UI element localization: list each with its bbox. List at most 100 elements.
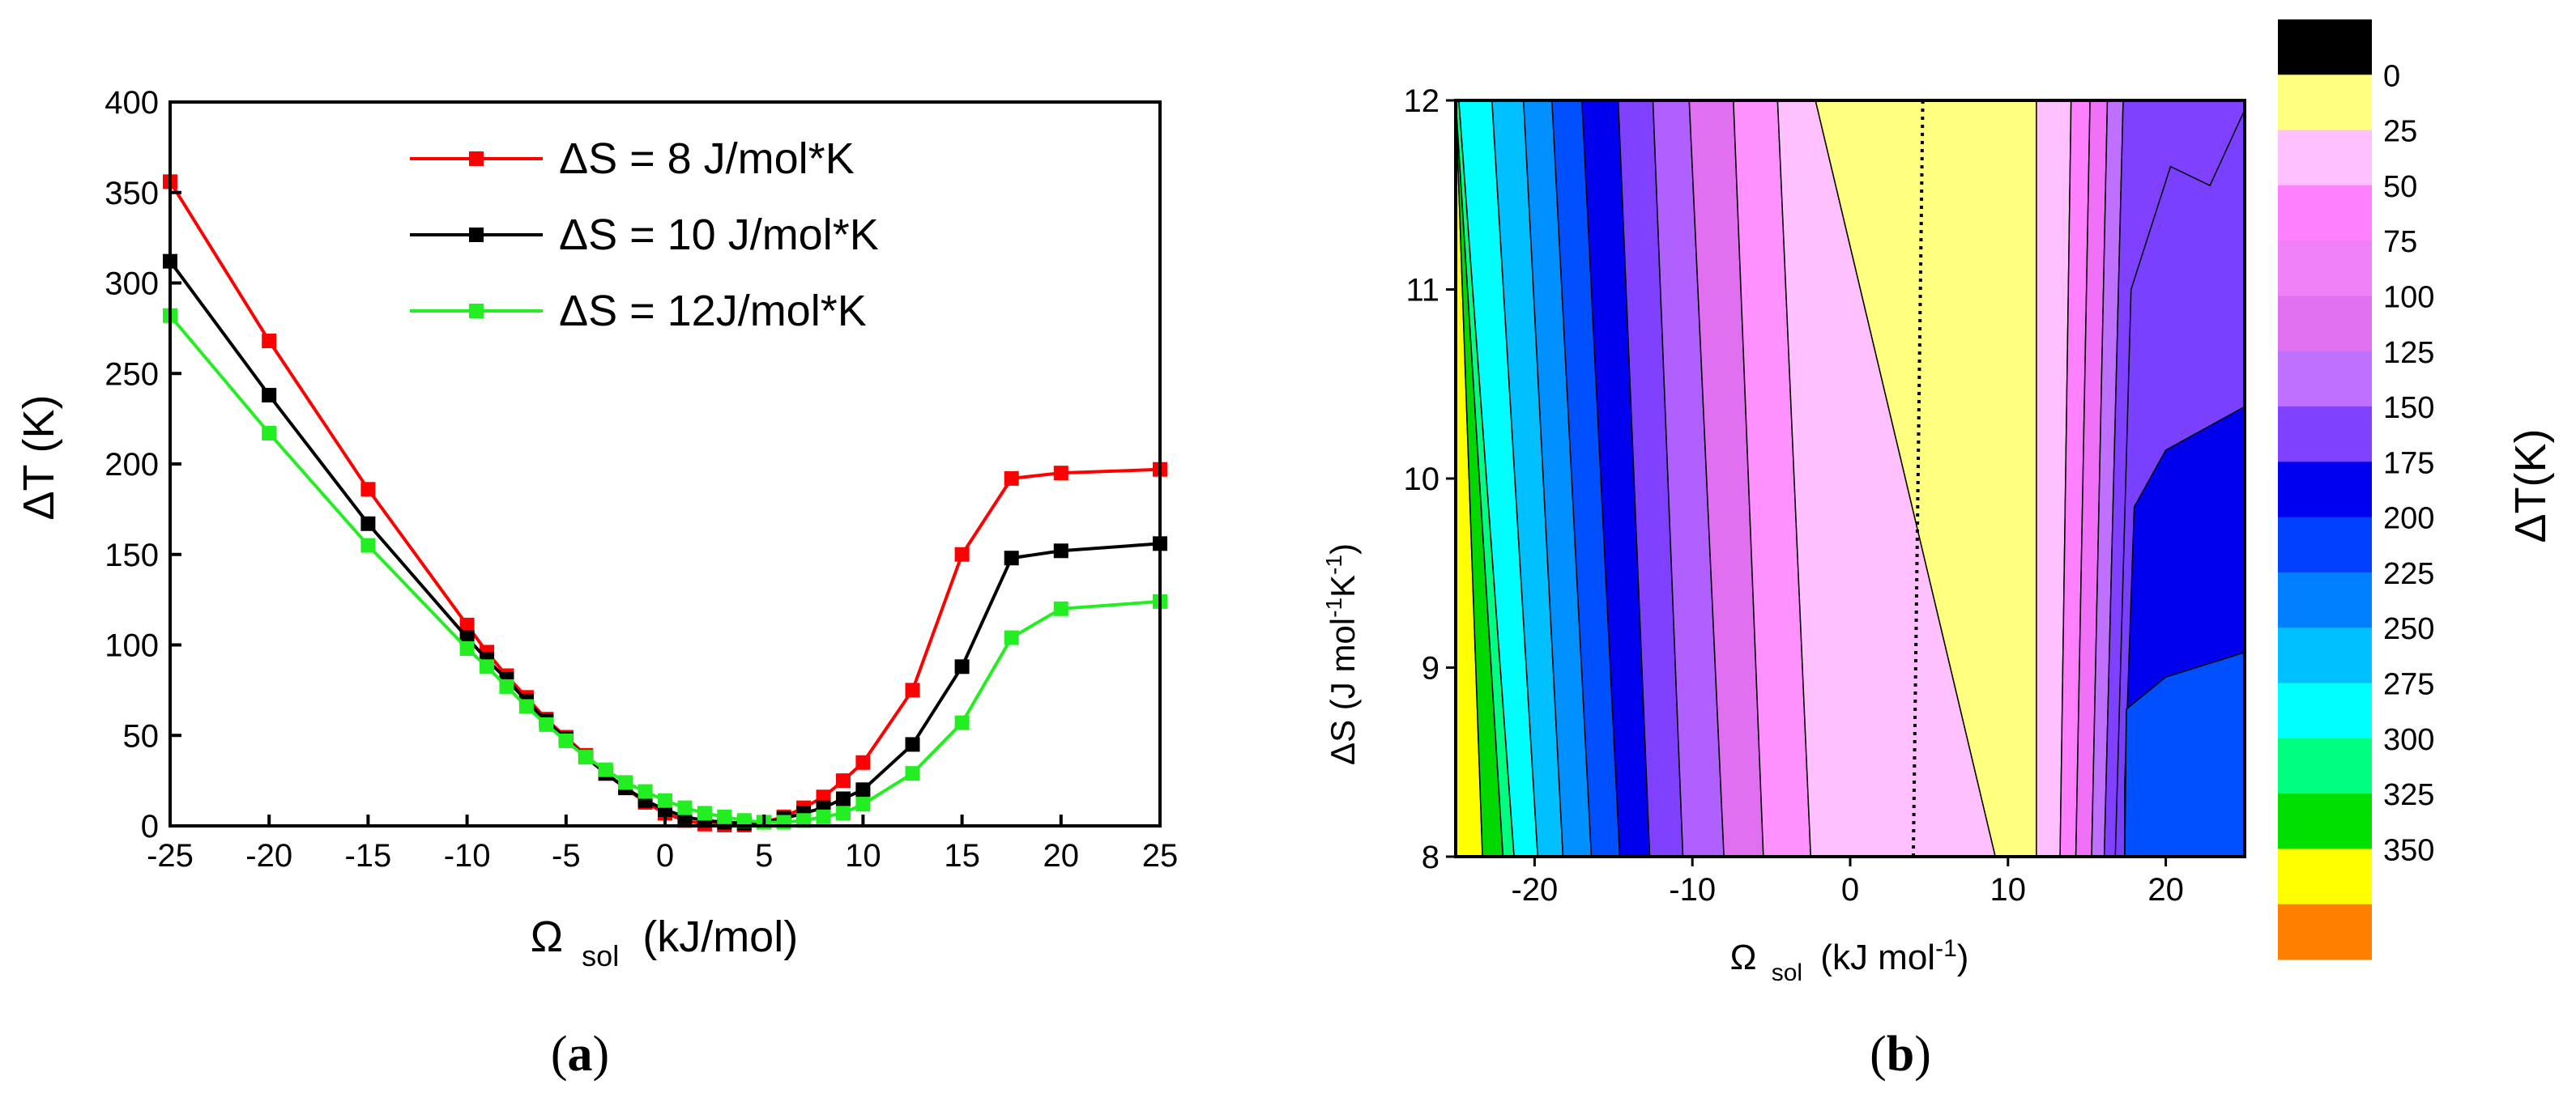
- panel-b-x-ticks: -20 -10 0 10 20: [1511, 857, 2184, 908]
- series-2-point: [855, 797, 871, 812]
- panel-b-x-label-sup: -1: [1935, 935, 1957, 962]
- legend-label-0: ΔS = 8 J/mol*K: [559, 134, 855, 183]
- x-tick-label: 25: [1142, 838, 1179, 874]
- colorbar-swatch-16: [2278, 904, 2372, 960]
- colorbar-swatch-15: [2278, 849, 2372, 905]
- legend-label-2: ΔS = 12J/mol*K: [559, 287, 867, 335]
- series-2-point: [262, 426, 277, 441]
- panel-b-x-label-omega: Ω: [1730, 938, 1757, 977]
- series-2-point: [518, 699, 534, 714]
- series-2-point: [638, 784, 653, 799]
- panel-a-caption: (a): [551, 1027, 609, 1082]
- colorbar-swatch-0: [2278, 19, 2372, 75]
- colorbar-label-4: 100: [2383, 280, 2434, 314]
- x-tick-label: -10: [444, 838, 491, 874]
- colorbar-swatch-12: [2278, 683, 2372, 739]
- series-2-point: [796, 813, 812, 828]
- panel-a-caption-letter: a: [568, 1027, 593, 1082]
- panel-b-caption: (b): [1870, 1027, 1931, 1082]
- series-1-point: [835, 791, 851, 806]
- panel-a-line-chart: -25 -20 -15 -10 -5 0 5 10 15 20 25 0 50 100 150 200 250…: [15, 85, 1178, 1082]
- series-1-point: [1004, 551, 1019, 566]
- panel-a-plot-frame: [168, 100, 1162, 828]
- colorbar-swatch-1: [2278, 74, 2372, 131]
- panel-a-legend: ΔS = 8 J/mol*K ΔS = 10 J/mol*K ΔS = 12J/mo…: [410, 134, 879, 335]
- x-tick-label: -20: [1511, 872, 1558, 908]
- series-1-point: [360, 516, 376, 531]
- series-2-point: [816, 809, 831, 824]
- panel-b-x-label-close: ): [1957, 938, 1969, 977]
- series-0-point: [835, 773, 851, 789]
- colorbar-swatch-7: [2278, 406, 2372, 462]
- panel-b-y-label-k: K: [1324, 575, 1362, 598]
- colorbar-label-9: 225: [2383, 557, 2434, 591]
- series-1-point: [262, 388, 277, 403]
- panel-b-colorbar-title: ΔT(K): [2506, 428, 2555, 542]
- x-tick-label: -10: [1669, 872, 1716, 908]
- colorbar-swatch-2: [2278, 130, 2372, 186]
- panel-a-y-axis-label: ΔT (K): [15, 394, 63, 520]
- x-tick-label: 15: [944, 838, 980, 874]
- panel-b-y-label-sup1: -1: [1321, 598, 1346, 618]
- y-tick-label: 100: [104, 628, 159, 664]
- x-tick-label: 0: [656, 838, 674, 874]
- panel-b-contour-regions: [1455, 100, 2245, 857]
- legend-marker-1: [469, 228, 484, 242]
- colorbar-swatch-8: [2278, 462, 2372, 518]
- panel-b-colorbar: 0 25 50 75 100 125 150 175 200 225 250 275 300 325 350: [2278, 19, 2434, 960]
- colorbar-label-13: 325: [2383, 778, 2434, 812]
- y-tick-label: 12: [1404, 83, 1440, 119]
- x-tick-label: -25: [147, 838, 194, 874]
- series-2-point: [677, 800, 693, 815]
- panel-a-x-axis-label: Ω sol (kJ/mol): [531, 913, 798, 976]
- y-tick-label: 9: [1422, 651, 1439, 687]
- series-2-point: [954, 715, 970, 730]
- y-tick-label: 250: [104, 356, 159, 392]
- series-2-point: [598, 762, 613, 777]
- series-2-point: [480, 659, 495, 674]
- series-2-point: [618, 775, 633, 790]
- panel-a-series-layer: [163, 174, 1167, 832]
- series-2-point: [558, 733, 574, 748]
- series-0-point: [459, 617, 475, 632]
- series-2-point: [1053, 601, 1068, 616]
- panel-a-caption-open-paren: (: [551, 1027, 568, 1082]
- colorbar-swatch-11: [2278, 628, 2372, 684]
- series-0-line: [168, 181, 1161, 827]
- y-tick-label: 10: [1404, 462, 1440, 497]
- panel-b-caption-letter: b: [1887, 1027, 1914, 1082]
- colorbar-label-1: 25: [2383, 115, 2417, 149]
- panel-b-x-label-unit: (kJ mol: [1820, 938, 1935, 977]
- series-2-point: [658, 793, 672, 808]
- series-2-point: [459, 640, 475, 656]
- colorbar-label-5: 125: [2383, 336, 2434, 370]
- series-2-point: [1004, 630, 1019, 645]
- series-2-point: [499, 679, 514, 694]
- panel-a-x-label-omega: Ω: [531, 913, 563, 961]
- y-tick-label: 50: [123, 718, 160, 754]
- colorbar-label-11: 275: [2383, 668, 2434, 702]
- series-2-point: [905, 766, 920, 781]
- series-1-line: [168, 260, 1161, 825]
- colorbar-label-3: 75: [2383, 225, 2417, 259]
- colorbar-label-10: 250: [2383, 612, 2434, 646]
- x-tick-label: 5: [755, 838, 773, 874]
- panel-b-x-axis-label: Ω sol (kJ mol-1): [1730, 935, 1969, 989]
- panel-b-caption-open-paren: (: [1870, 1027, 1887, 1082]
- panel-b-x-label-sub: sol: [1772, 959, 1802, 986]
- colorbar-swatch-13: [2278, 738, 2372, 794]
- series-1-point: [855, 782, 871, 798]
- panel-b-y-label-sup2: -1: [1321, 555, 1346, 575]
- x-tick-label: 20: [1043, 838, 1080, 874]
- colorbar-swatch-9: [2278, 517, 2372, 573]
- panel-a-caption-close-paren: ): [593, 1027, 610, 1082]
- colorbar-label-6: 150: [2383, 391, 2434, 425]
- series-0-point: [954, 547, 970, 562]
- series-0-point: [262, 334, 277, 349]
- x-tick-label: 20: [2147, 872, 2184, 908]
- series-0-point: [905, 683, 920, 698]
- x-tick-label: -5: [552, 838, 581, 874]
- series-2-point: [697, 806, 712, 821]
